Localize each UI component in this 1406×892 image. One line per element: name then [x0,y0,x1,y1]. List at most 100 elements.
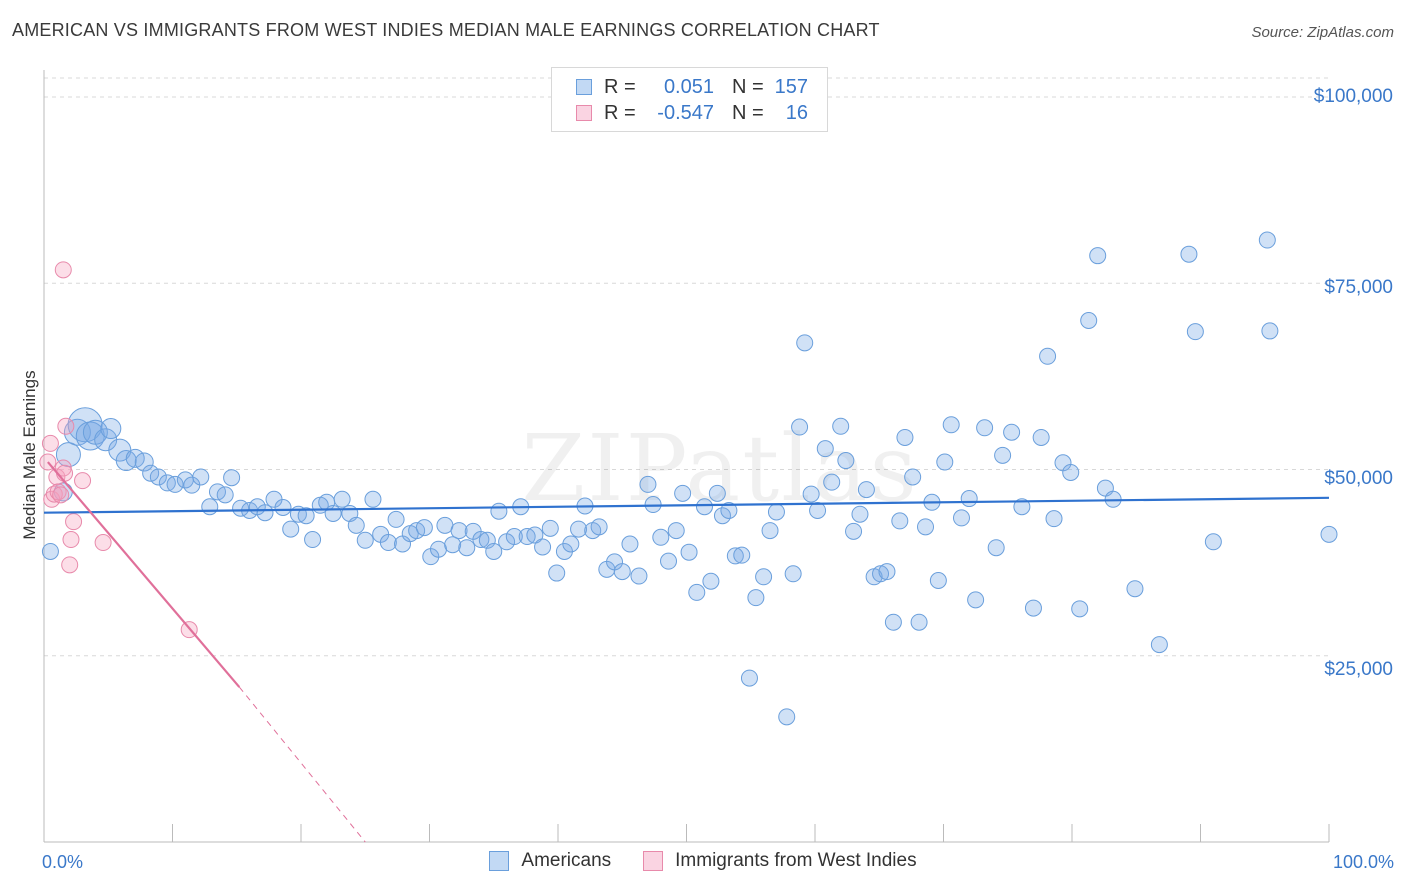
westindies-point [74,472,92,490]
westindies-point [57,417,75,435]
y-tick-label: $100,000 [1313,86,1393,107]
americans-point [809,501,827,519]
americans-point [1089,247,1107,265]
westindies-point [65,513,83,531]
americans-point [216,486,234,504]
americans-point [364,490,382,508]
americans-point [142,464,160,482]
americans-point [816,440,834,458]
legend-item-westindies[interactable]: Immigrants from West Indies [643,850,917,872]
americans-point [778,708,796,726]
r-value: -0.547 [657,101,714,124]
westindies-trend-line [47,461,241,688]
americans-point [526,526,544,544]
n-label: N = [732,101,764,124]
americans-point [1126,580,1144,598]
americans-point [304,531,322,549]
americans-point [541,519,559,537]
americans-point [63,418,91,446]
westindies-point [56,464,74,482]
americans-point [726,547,744,565]
americans-point [100,418,122,440]
westindies-point [61,556,79,574]
westindies-point [48,468,66,486]
americans-point [297,507,315,525]
westindies-swatch [576,105,592,121]
americans-point [223,469,241,487]
americans-point [490,502,508,520]
americans-point [590,518,608,536]
americans-point [942,416,960,434]
westindies-swatch [643,851,664,871]
americans-point [1186,323,1204,341]
americans-point [149,468,167,486]
americans-point [256,504,274,522]
americans-point [505,528,523,546]
y-tick-label: $25,000 [1324,659,1393,680]
americans-point [823,473,841,491]
westindies-point [54,459,72,477]
americans-swatch [576,79,592,95]
r-value: 0.051 [663,75,714,98]
americans-point [767,503,785,521]
americans-point [282,520,300,538]
americans-point [1150,636,1168,654]
y-axis-label: Median Male Earnings [20,370,39,540]
americans-point [1062,463,1080,481]
trend-lines [43,461,1330,843]
americans-point [387,510,405,528]
americans-point [1180,245,1198,263]
americans-point [667,522,685,540]
americans-point [904,468,922,486]
americans-point [755,568,773,586]
americans-point [952,509,970,527]
y-tick-label: $75,000 [1324,277,1393,298]
americans-point [274,498,292,516]
americans-point [1204,533,1222,551]
americans-point [1261,322,1279,340]
americans-point [891,512,909,530]
americans-point [562,535,580,553]
stats-row-americans: R = 0.051 N = 157 [576,74,808,100]
americans-point [192,468,210,486]
americans-point [832,417,850,435]
source-label: Source: ZipAtlas.com [1251,24,1394,41]
legend-label-americans: Americans [521,850,612,871]
americans-point [740,669,758,687]
americans-swatch [489,851,510,871]
americans-point [845,522,863,540]
americans-point [733,546,751,564]
americans-point [936,453,954,471]
americans-point [429,540,447,558]
americans-point [1071,600,1089,618]
americans-point [851,505,869,523]
americans-point [708,484,726,502]
stats-legend: R = 0.051 N = 157 R = -0.547 N = 16 [551,67,828,132]
westindies-point [41,434,59,452]
americans-trend-line [43,496,1330,514]
americans-point [1032,428,1050,446]
americans-point [630,567,648,585]
americans-point [896,428,914,446]
americans-point [1045,510,1063,528]
legend-item-americans[interactable]: Americans [489,850,611,872]
americans-point [720,501,738,519]
americans-point [652,528,670,546]
americans-point [695,498,713,516]
americans-point [534,538,552,556]
americans-point [987,539,1005,557]
americans-point [41,542,59,560]
americans-point [878,563,896,581]
westindies-point [94,534,112,552]
americans-point [1258,231,1276,249]
americans-point [837,452,855,470]
americans-point [910,613,928,631]
americans-point [674,484,692,502]
americans-point [702,572,720,590]
americans-point [356,531,374,549]
chart-title: AMERICAN VS IMMIGRANTS FROM WEST INDIES … [12,20,880,40]
americans-point [1320,525,1338,543]
series-legend: Americans Immigrants from West Indies [0,850,1406,872]
westindies-points [39,261,198,639]
